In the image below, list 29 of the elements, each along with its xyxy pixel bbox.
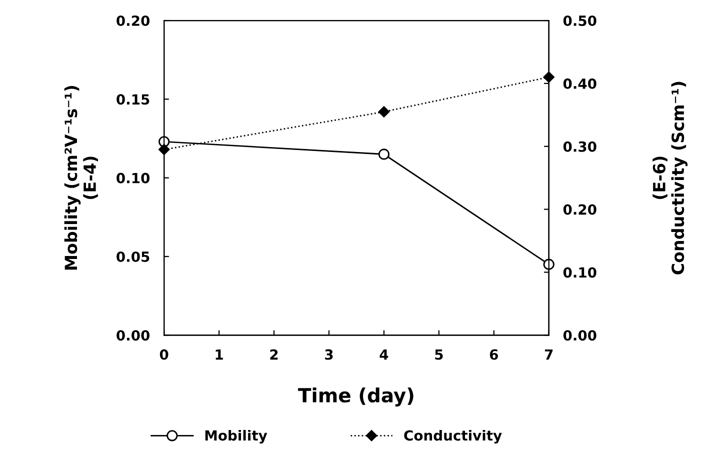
y2-tick-label: 0.30 bbox=[563, 141, 596, 152]
x-tick-label: 1 bbox=[216, 349, 223, 360]
point bbox=[378, 106, 390, 118]
x-tick-label: 0 bbox=[160, 349, 168, 360]
y-tick-label: 0.00 bbox=[116, 330, 150, 341]
y-tick-label: 0.10 bbox=[116, 172, 150, 184]
x-tick-label: 3 bbox=[325, 349, 333, 360]
x-tick-label: 7 bbox=[544, 349, 553, 360]
y-axis-title: Mobility (cm²V⁻¹s⁻¹) (E-4) bbox=[64, 86, 98, 270]
y-tick-label: 0.05 bbox=[116, 251, 150, 262]
point bbox=[158, 144, 170, 156]
legend-label: Mobility bbox=[205, 430, 268, 444]
y2-tick-label: 0.20 bbox=[563, 204, 596, 215]
x-tick-label: 2 bbox=[270, 349, 278, 360]
y-tick-label: 0.15 bbox=[116, 94, 150, 105]
x-tick-label: 5 bbox=[435, 349, 443, 360]
x-tick-label: 6 bbox=[490, 349, 498, 360]
y2-tick-label: 0.00 bbox=[563, 330, 596, 341]
y-tick-label: 0.20 bbox=[116, 15, 150, 26]
x-tick-label: 4 bbox=[380, 349, 388, 360]
y2-tick-label: 0.10 bbox=[563, 267, 596, 278]
x-axis-title: Time (day) bbox=[298, 387, 414, 406]
point bbox=[543, 72, 554, 83]
y2-axis-title: (E-6) Conductivity (Scm⁻¹) bbox=[652, 82, 688, 274]
point bbox=[378, 148, 390, 160]
legend-label: Conductivity bbox=[404, 430, 502, 444]
y2-tick-label: 0.50 bbox=[563, 15, 596, 26]
y2-tick-label: 0.40 bbox=[563, 78, 596, 89]
point bbox=[543, 258, 554, 270]
